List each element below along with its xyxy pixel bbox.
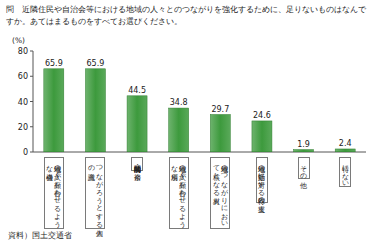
y-tick (30, 76, 33, 77)
y-tick-label: 20 (18, 123, 28, 132)
data-label: 44.5 (128, 86, 146, 95)
y-tick-label: 60 (18, 72, 28, 81)
data-label: 65.9 (87, 59, 105, 68)
category-label: 時間的・経済的な余裕 (131, 157, 143, 171)
category-label: 地域のつながりにおいて核となる人材 (210, 157, 230, 229)
bar (335, 149, 355, 152)
y-tick-label: 40 (18, 98, 28, 107)
bar (210, 115, 230, 152)
bar (85, 69, 105, 152)
data-label: 65.9 (45, 59, 63, 68)
bar (44, 69, 64, 152)
category-label: 特にない (339, 157, 351, 187)
y-tick (30, 101, 33, 102)
x-axis-line (33, 152, 366, 153)
y-tick (30, 126, 33, 127)
source: 資料）国土交通省 (8, 230, 72, 241)
title: 問 近隣住民や自治会等における地域の人々とのつながりを強化するために、足りないも… (6, 3, 366, 27)
bar (252, 121, 272, 152)
bar (294, 150, 314, 152)
y-tick-label: 0 (23, 148, 28, 157)
category-label: 地域の活動に対する行政の支援 (256, 157, 268, 203)
chart-root: 問 近隣住民や自治会等における地域の人々とのつながりを強化するために、足りないも… (0, 0, 370, 245)
category-label: つながろうとする個人の意識 (85, 157, 105, 229)
y-axis-label: (%) (12, 36, 25, 45)
bar (169, 108, 189, 152)
y-tick (30, 51, 33, 52)
category-label: 地域の人々が顔を合わせるような機会 (44, 157, 64, 229)
bars (44, 69, 355, 152)
y-tick-label: 80 (18, 47, 28, 56)
data-label: 1.9 (297, 140, 310, 149)
y-tick (30, 152, 33, 153)
data-label: 29.7 (211, 105, 229, 114)
data-label: 34.8 (170, 98, 188, 107)
category-label: その他 (298, 157, 310, 179)
category-label: 地域の人々が顔を合わせるような場所 (169, 157, 189, 229)
data-label: 2.4 (339, 139, 352, 148)
data-label: 24.6 (253, 111, 271, 120)
bar (127, 96, 147, 152)
